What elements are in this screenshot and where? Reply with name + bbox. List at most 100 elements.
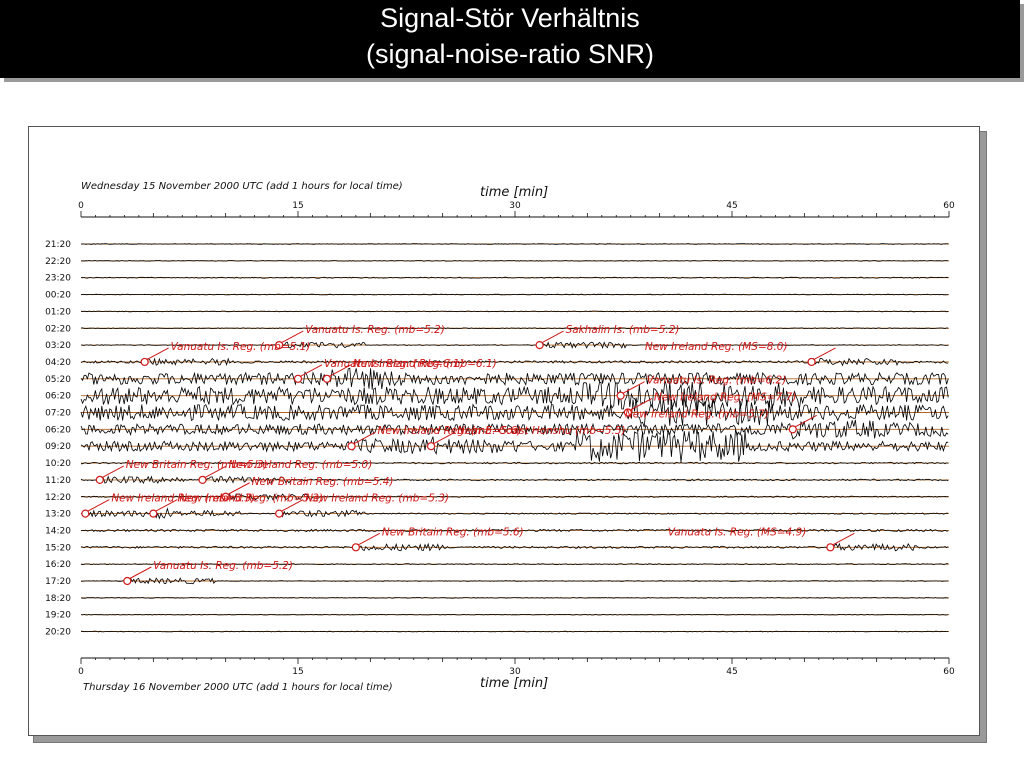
top-tick-label: 30 <box>509 201 521 211</box>
row-time-label: 07:20 <box>45 409 71 419</box>
event-label: Sakhalin Is. (mb=5.2) <box>566 324 680 336</box>
bottom-date-header: Thursday 16 November 2000 UTC (add 1 hou… <box>83 682 393 693</box>
row-time-label: 20:20 <box>45 628 71 638</box>
row-time-label: 23:20 <box>45 274 71 284</box>
event-leader-line <box>541 330 564 344</box>
event-label: New Ireland Reg. (mb=5.3) <box>111 493 255 505</box>
top-tick-label: 0 <box>78 201 84 211</box>
event-leader-line <box>630 398 653 411</box>
event-marker <box>140 357 149 367</box>
event-leader-line <box>832 532 855 546</box>
seismic-trace <box>80 630 949 633</box>
seismic-trace <box>80 428 949 462</box>
event-label: Near E. Coast Honshu (mb=5.5) <box>457 425 626 437</box>
event-label: New Britain Reg. (mb=5.4) <box>252 476 394 488</box>
event-marker <box>221 492 230 501</box>
row-time-label: 11:20 <box>45 476 71 486</box>
event-marker <box>322 374 332 383</box>
seismic-trace <box>80 367 949 390</box>
event-marker <box>275 509 284 518</box>
row-time-label: 17:20 <box>45 577 71 587</box>
top-tick-label: 60 <box>943 201 955 211</box>
seismogram-chart: Wednesday 15 November 2000 UTC (add 1 ho… <box>45 181 955 693</box>
event-label: New Ireland Reg. (mb=5.6) <box>378 425 522 437</box>
event-label: New Ireland Reg. (mb=5.0) <box>229 459 373 471</box>
event-marker <box>426 442 436 451</box>
event-label: Vanuatu Is. Reg. (mb=5.2) <box>305 324 445 336</box>
event-leader-line <box>129 566 152 579</box>
row-time-label: 12:20 <box>45 493 71 503</box>
seismic-trace <box>80 380 949 411</box>
event-marker <box>351 543 360 552</box>
seismic-trace <box>80 542 949 552</box>
event-marker <box>788 425 797 434</box>
bottom-tick-label: 0 <box>78 667 84 677</box>
row-time-label: 04:20 <box>45 358 71 368</box>
event-label: Vanuatu Is. Reg. (MS=4.9) <box>668 526 807 538</box>
event-leader-line <box>433 431 456 445</box>
event-label: Vanuatu Is. Reg. (mb=5.1) <box>171 341 311 353</box>
bottom-time-axis-label: time [min] <box>480 676 548 691</box>
row-time-label: 13:20 <box>45 510 71 520</box>
event-marker <box>347 442 356 451</box>
event-label: Vanuatu Is. Reg. (mb=6.1) <box>324 358 464 370</box>
event-label: New Britain Reg. (mb=5.6) <box>382 526 524 538</box>
event-leader-line <box>358 532 381 546</box>
event-label: New Ireland Reg. (mb=5.7) <box>625 408 769 420</box>
slide-title-bar: Signal-Stör Verhältnis (signal-noise-rat… <box>0 0 1020 78</box>
event-marker <box>198 475 207 484</box>
event-marker <box>275 341 284 350</box>
event-label: New Britain Reg. (mb=5.3) <box>126 459 268 471</box>
slide-title: Signal-Stör Verhältnis <box>380 3 640 33</box>
event-leader-line <box>87 499 110 512</box>
event-leader-line <box>329 364 352 377</box>
seismic-trace <box>80 475 949 485</box>
top-tick-label: 15 <box>292 201 303 211</box>
row-time-label: 16:20 <box>45 560 71 570</box>
event-marker <box>149 509 158 518</box>
event-leader-line <box>204 465 227 478</box>
top-date-header: Wednesday 15 November 2000 UTC (add 1 ho… <box>81 181 403 192</box>
row-time-label: 05:20 <box>45 375 71 385</box>
event-leader-line <box>281 330 304 344</box>
row-time-label: 02:20 <box>45 324 71 334</box>
top-time-axis-label: time [min] <box>480 185 548 200</box>
seismic-trace <box>80 293 949 296</box>
event-marker <box>123 576 132 586</box>
event-label: Vanuatu Is. Reg. (mb=5.2) <box>153 560 293 572</box>
row-time-label: 18:20 <box>45 594 71 604</box>
seismic-trace <box>80 613 949 616</box>
event-leader-line <box>102 465 125 478</box>
row-time-label: 19:20 <box>45 611 71 621</box>
row-time-label: 01:20 <box>45 307 71 317</box>
slide-subtitle: (signal-noise-ratio SNR) <box>365 39 655 69</box>
event-leader-line <box>795 414 817 428</box>
event-leader-line <box>353 431 376 445</box>
seismic-trace <box>80 243 949 245</box>
event-marker <box>293 374 303 383</box>
event-marker <box>95 475 104 484</box>
row-time-label: 10:20 <box>45 459 71 469</box>
event-marker <box>807 357 816 367</box>
event-leader-line <box>300 364 323 377</box>
seismic-trace <box>81 327 949 330</box>
row-time-label: 06:20 <box>45 425 71 435</box>
seismic-trace <box>80 341 949 349</box>
seismic-trace <box>80 396 949 428</box>
seismic-trace <box>80 357 949 367</box>
event-label: Vanuatu Is. Reg. (mb=6.2) <box>647 375 787 387</box>
event-marker <box>616 391 625 400</box>
bottom-tick-label: 30 <box>509 667 521 677</box>
bottom-tick-label: 45 <box>726 667 737 677</box>
row-time-label: 14:20 <box>45 526 71 536</box>
row-time-label: 22:20 <box>45 257 71 267</box>
event-label: New Ireland Reg. (mb=5.3) <box>305 493 449 505</box>
event-marker <box>535 341 544 350</box>
row-time-label: 00:20 <box>45 291 71 301</box>
seismogram-figure: Wednesday 15 November 2000 UTC (add 1 ho… <box>28 126 980 736</box>
event-marker <box>81 509 90 518</box>
row-time-label: 15:20 <box>45 543 71 553</box>
seismic-trace <box>80 577 949 585</box>
bottom-tick-label: 15 <box>292 667 303 677</box>
event-marker <box>826 543 835 552</box>
